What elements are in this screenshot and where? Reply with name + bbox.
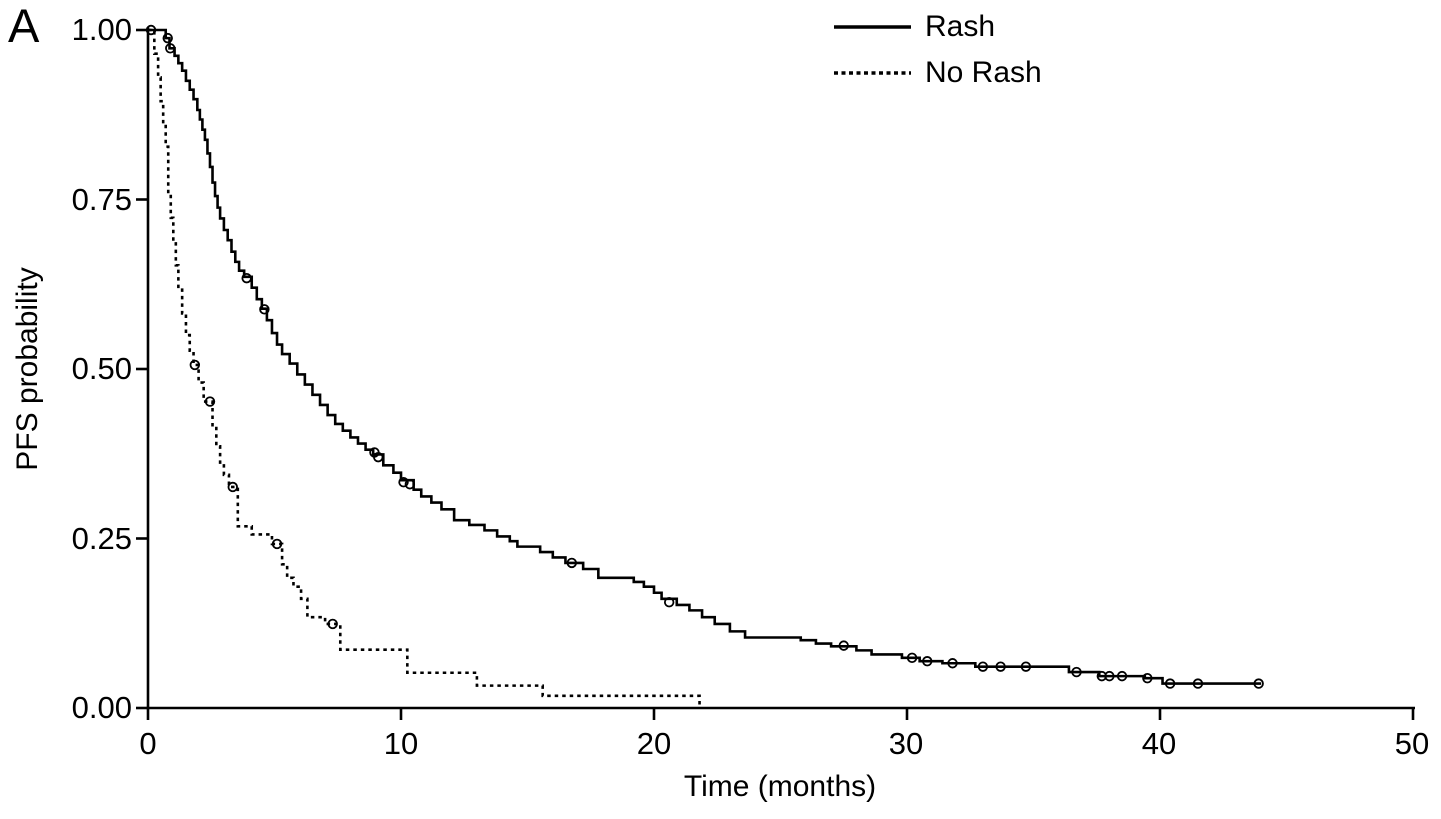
x-tick-label: 20 xyxy=(636,726,672,761)
solid-line-icon xyxy=(834,25,911,29)
x-tick-label: 10 xyxy=(383,726,419,761)
x-tick-label: 50 xyxy=(1394,726,1430,761)
y-axis-title: PFS probability xyxy=(11,267,44,471)
y-tick-label: 0.00 xyxy=(71,690,132,725)
panel-label: A xyxy=(8,0,40,52)
x-tick-label: 40 xyxy=(1141,726,1177,761)
x-tick-label: 30 xyxy=(888,726,924,761)
x-tick-label: 0 xyxy=(139,726,157,761)
y-tick-label: 0.50 xyxy=(71,351,132,386)
y-tick-label: 0.25 xyxy=(71,521,132,556)
y-tick-label: 0.75 xyxy=(71,182,132,217)
legend-item-no-rash: No Rash xyxy=(833,50,1042,96)
legend-label-rash: Rash xyxy=(925,10,996,43)
legend: Rash No Rash xyxy=(833,4,1042,96)
dotted-line-icon xyxy=(834,71,911,75)
x-axis-title: Time (months) xyxy=(683,770,877,803)
y-tick-label: 1.00 xyxy=(71,12,132,47)
legend-item-rash: Rash xyxy=(833,4,1042,50)
legend-label-no-rash: No Rash xyxy=(925,56,1042,89)
